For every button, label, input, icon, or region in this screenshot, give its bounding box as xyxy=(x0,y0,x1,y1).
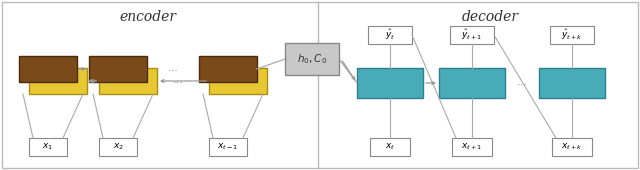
Text: $x_t$: $x_t$ xyxy=(385,142,395,152)
Text: ...: ... xyxy=(173,75,184,85)
FancyBboxPatch shape xyxy=(285,43,339,75)
FancyBboxPatch shape xyxy=(439,68,505,98)
FancyBboxPatch shape xyxy=(29,138,67,156)
FancyBboxPatch shape xyxy=(99,138,137,156)
Text: $\hat{y}_t$: $\hat{y}_t$ xyxy=(385,28,395,42)
FancyBboxPatch shape xyxy=(539,68,605,98)
FancyBboxPatch shape xyxy=(209,138,247,156)
Text: encoder: encoder xyxy=(120,10,177,24)
FancyBboxPatch shape xyxy=(2,2,638,168)
FancyBboxPatch shape xyxy=(29,68,87,94)
FancyBboxPatch shape xyxy=(552,138,592,156)
Text: $x_1$: $x_1$ xyxy=(42,142,54,152)
FancyBboxPatch shape xyxy=(450,26,494,44)
FancyBboxPatch shape xyxy=(89,56,147,82)
FancyBboxPatch shape xyxy=(19,56,77,82)
FancyBboxPatch shape xyxy=(368,26,412,44)
FancyBboxPatch shape xyxy=(550,26,594,44)
FancyBboxPatch shape xyxy=(99,68,157,94)
Text: decoder: decoder xyxy=(461,10,518,24)
FancyBboxPatch shape xyxy=(209,68,267,94)
FancyBboxPatch shape xyxy=(199,56,257,82)
Text: $x_{t+k}$: $x_{t+k}$ xyxy=(561,142,583,152)
Text: $\hat{y}_{t+k}$: $\hat{y}_{t+k}$ xyxy=(561,28,583,42)
Text: $h_0, C_0$: $h_0, C_0$ xyxy=(297,52,327,66)
FancyBboxPatch shape xyxy=(357,68,423,98)
FancyBboxPatch shape xyxy=(452,138,492,156)
Text: ...: ... xyxy=(516,77,527,87)
Text: $x_2$: $x_2$ xyxy=(113,142,124,152)
Text: ...: ... xyxy=(168,63,179,73)
Text: $\hat{y}_{t+1}$: $\hat{y}_{t+1}$ xyxy=(461,28,483,42)
FancyBboxPatch shape xyxy=(370,138,410,156)
Text: $x_{t-1}$: $x_{t-1}$ xyxy=(218,142,239,152)
Text: $x_{t+1}$: $x_{t+1}$ xyxy=(461,142,483,152)
